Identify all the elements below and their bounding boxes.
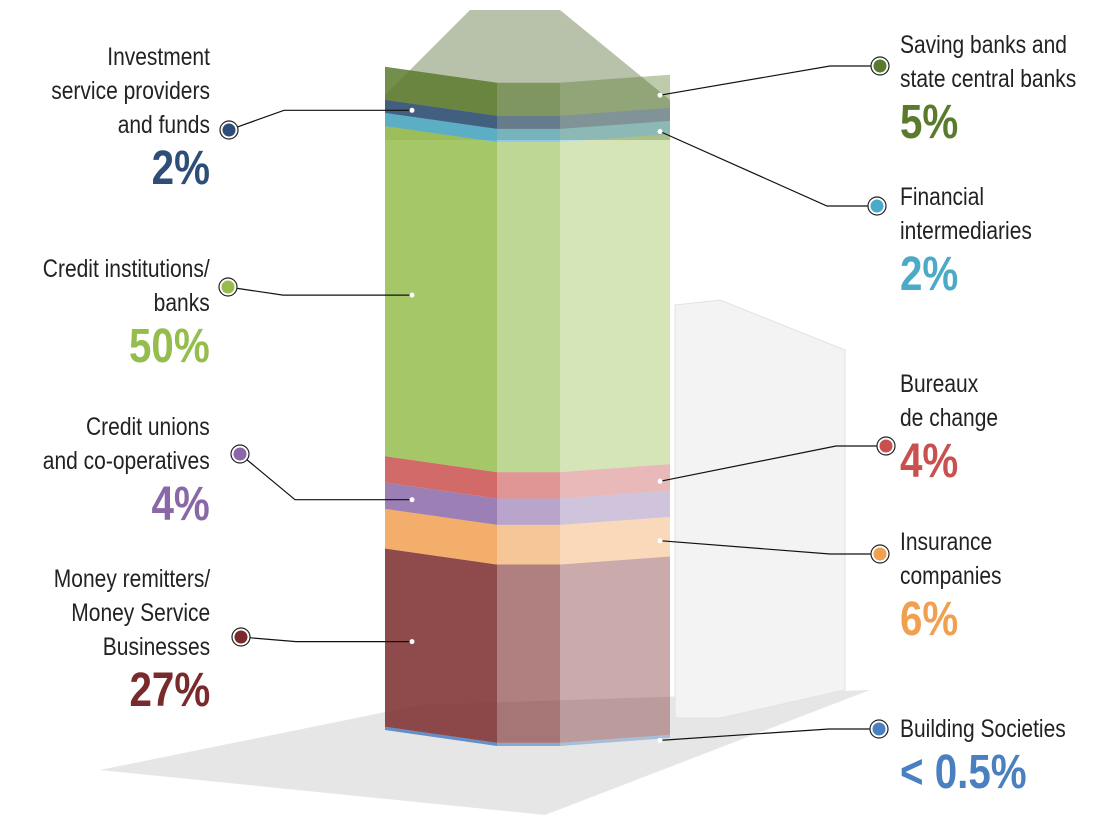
value-label: 50% — [129, 320, 210, 373]
value-label: 5% — [900, 96, 959, 149]
value-label: 27% — [129, 664, 210, 717]
leader-line — [659, 540, 880, 555]
leader-line — [659, 728, 879, 741]
column — [385, 66, 670, 746]
leader-end — [409, 639, 415, 645]
segment-face — [497, 142, 560, 473]
legend-dot — [870, 199, 884, 213]
segment — [385, 112, 670, 143]
leader-end — [657, 129, 663, 134]
series-name: Credit unions and co-operatives — [43, 413, 210, 475]
segment — [385, 456, 670, 499]
value-label: 2% — [151, 142, 210, 195]
legend-dot — [222, 123, 236, 137]
segment — [385, 726, 670, 746]
segment-face — [497, 128, 560, 143]
legend-dot — [879, 439, 893, 453]
segment-face — [497, 564, 560, 743]
leader-line — [239, 453, 412, 501]
label: Credit unions and co-operatives 4% — [43, 410, 210, 532]
series-name: Saving banks and state central banks — [900, 31, 1077, 93]
segment-face — [497, 742, 560, 746]
value-label: 4% — [151, 478, 210, 531]
leader-end — [657, 538, 663, 544]
value-label: < 0.5% — [900, 746, 1027, 799]
series-name: Building Societies — [900, 715, 1066, 743]
label: Building Societies < 0.5% — [900, 712, 1066, 800]
segment-face — [560, 734, 670, 746]
segment-face — [385, 126, 497, 473]
segment-face — [560, 74, 670, 116]
series-name: Investment service providers and funds — [51, 43, 210, 139]
segment — [385, 66, 670, 116]
leader-end — [657, 737, 663, 743]
leader-end — [409, 107, 415, 113]
legend-dot — [872, 722, 886, 736]
segment-face — [385, 548, 497, 743]
segment-face — [560, 464, 670, 499]
background-building — [674, 299, 846, 719]
leader-end — [657, 478, 663, 484]
label: Financial intermediaries 2% — [900, 180, 1032, 302]
series-name: Financial intermediaries — [900, 183, 1032, 245]
floor — [100, 690, 870, 815]
segment-face — [560, 516, 670, 565]
label: Money remitters/ Money Service Businesse… — [54, 562, 210, 718]
segment-face — [385, 482, 497, 525]
leader-line — [659, 130, 877, 207]
segment-face — [497, 498, 560, 525]
label: Insurance companies 6% — [900, 525, 1002, 647]
leader-end — [409, 497, 415, 503]
leader-end — [409, 292, 415, 298]
series-name: Money remitters/ Money Service Businesse… — [53, 565, 210, 661]
segment-face — [497, 472, 560, 499]
label: Investment service providers and funds 2% — [51, 40, 210, 196]
label: Bureaux de change 4% — [900, 367, 998, 489]
legend-dot — [221, 280, 235, 294]
segment-face — [385, 99, 497, 129]
segment-face — [560, 107, 670, 129]
segment — [385, 99, 670, 129]
value-label: 4% — [900, 435, 959, 488]
segment-face — [497, 115, 560, 129]
leader-line — [659, 65, 880, 96]
value-label: 2% — [900, 248, 959, 301]
segment-face — [385, 112, 497, 143]
series-name: Insurance companies — [900, 528, 1002, 590]
legend-dot — [234, 630, 248, 644]
leader-end — [657, 92, 663, 98]
segment-face — [497, 82, 560, 116]
legend-dot — [873, 59, 887, 73]
label: Credit institutions/ banks 50% — [43, 252, 210, 374]
series-name: Credit institutions/ banks — [43, 255, 210, 317]
leader-line — [228, 109, 412, 131]
segment-face — [385, 456, 497, 499]
segment-face — [560, 120, 670, 143]
legend-dot — [873, 547, 887, 561]
segment — [385, 482, 670, 525]
label: Saving banks and state central banks 5% — [900, 28, 1076, 150]
segment — [385, 508, 670, 565]
leader-line — [240, 636, 412, 643]
segment-face — [385, 66, 497, 116]
segment-face — [497, 524, 560, 565]
leader-line — [659, 445, 886, 482]
legend-dot — [233, 447, 247, 461]
leader-line — [227, 286, 412, 296]
value-label: 6% — [900, 593, 959, 646]
segment-face — [385, 726, 497, 746]
segment-face — [560, 490, 670, 525]
segment — [385, 126, 670, 473]
segment — [385, 548, 670, 743]
segment-face — [560, 134, 670, 473]
segment-face — [385, 508, 497, 565]
series-name: Bureaux de change — [900, 370, 999, 432]
segment-face — [560, 556, 670, 743]
